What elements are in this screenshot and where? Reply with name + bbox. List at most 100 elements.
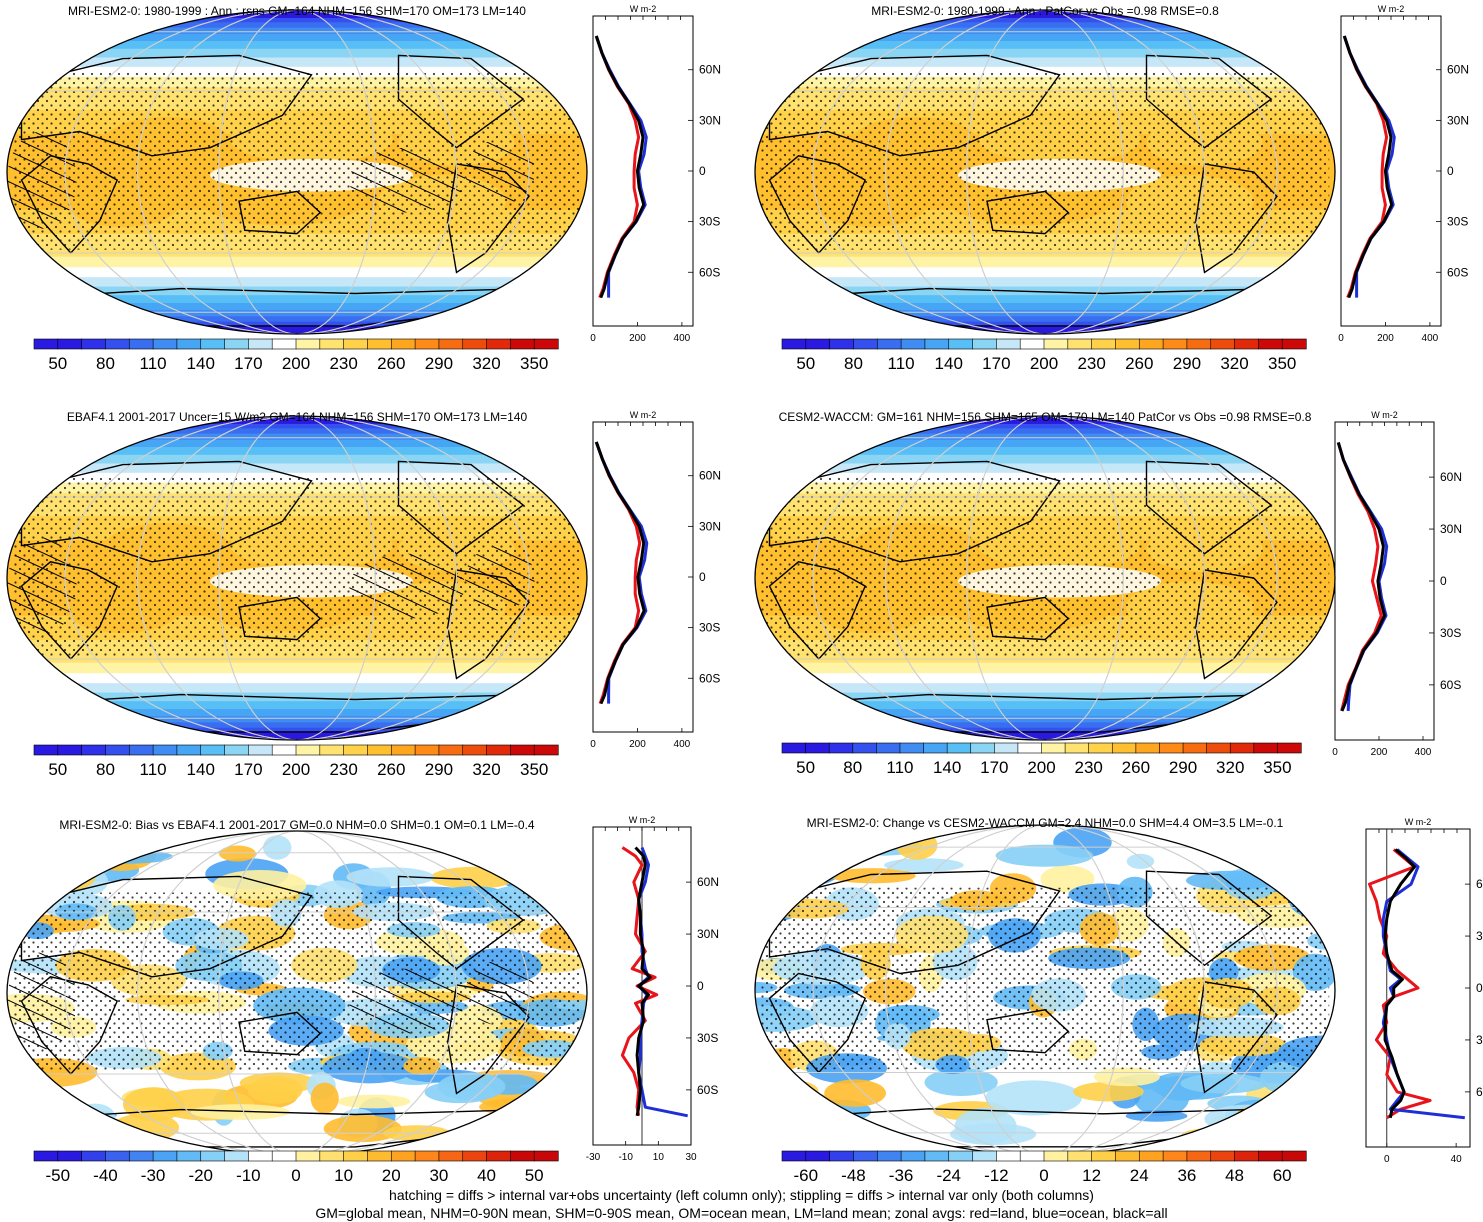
zonal-x-label: 200 [1371, 747, 1388, 758]
field-patch [510, 856, 587, 881]
colorbar-swatch [1138, 338, 1164, 350]
colorbar-swatch [829, 1150, 855, 1162]
zonal-x-label: 0 [1332, 747, 1338, 758]
hatching [349, 968, 466, 1034]
colorbar-tick-label: -48 [841, 1166, 866, 1185]
field-band [755, 417, 1335, 422]
colorbar-swatch [176, 744, 202, 756]
continent-australia [986, 190, 1070, 235]
colorbar-tick-label: 50 [525, 1166, 544, 1185]
colorbar-swatch [1017, 742, 1043, 754]
colorbar-tick-label: -12 [984, 1166, 1009, 1185]
colorbar-swatch [295, 744, 321, 756]
zonal-lat-label: 30N [699, 113, 721, 127]
colorbar-tick-label: 50 [796, 758, 815, 777]
hatching [7, 537, 77, 635]
field-patch [7, 893, 25, 930]
zonal-series-all [1336, 442, 1386, 712]
colorbar-tick-label: 290 [425, 354, 453, 373]
field-patch [1180, 1073, 1268, 1094]
field-patch [523, 836, 587, 873]
colorbar-tick-label: 0 [1039, 1166, 1048, 1185]
field-band [7, 48, 587, 59]
field-band [7, 683, 587, 694]
graticule-meridian [966, 416, 1124, 740]
colorbar-swatch [224, 1150, 249, 1162]
field-patch [824, 1079, 886, 1107]
field-patch [13, 881, 44, 892]
graticule-meridian [64, 10, 530, 334]
map-mri-patcor [755, 10, 1335, 334]
hatching [7, 131, 77, 229]
graticule-meridian [966, 825, 1124, 1155]
colorbar-swatch [438, 1150, 464, 1162]
colorbar-swatch [152, 1150, 178, 1162]
colorbar-swatch [319, 338, 345, 350]
colorbar-swatch [295, 1150, 321, 1162]
colorbar-tick-label: 320 [472, 760, 500, 779]
colorbar-swatch [1019, 1150, 1045, 1162]
field-band [755, 709, 1335, 717]
field-patch [1237, 1106, 1272, 1119]
map-cesm [755, 416, 1335, 740]
colorbar-swatch [876, 1150, 902, 1162]
colorbar-tick-label: 24 [1130, 1166, 1149, 1185]
colorbar-swatch [271, 744, 297, 756]
field-patch [954, 1107, 1017, 1145]
panel-title: EBAF4.1 2001-2017 Uncer=15 W/m2 GM=164 N… [67, 410, 528, 424]
zonal-x-label: 0 [590, 739, 596, 750]
field-band [7, 22, 587, 29]
continent-australia [238, 1011, 322, 1056]
graticule-meridian [137, 10, 457, 334]
footer-line-2: GM=global mean, NHM=0-90N mean, SHM=0-90… [315, 1205, 1168, 1221]
colorbar-swatch [510, 1150, 535, 1162]
zonal-lat-label: 30S [1476, 1033, 1483, 1047]
colorbar-swatch [900, 338, 926, 350]
field-band [7, 417, 587, 422]
colorbar-tick-label: 350 [1268, 354, 1296, 373]
field-patch [755, 837, 805, 871]
zonal-lat-label: 30N [1476, 929, 1483, 943]
graticule-meridian [218, 831, 376, 1155]
continent-australia [238, 596, 322, 641]
continent-africa [20, 976, 119, 1076]
field-band [755, 316, 1335, 323]
stippling [760, 71, 1330, 250]
zonal-lat-label: 60S [697, 1083, 718, 1097]
stippling [760, 477, 1330, 656]
field-band [7, 428, 587, 435]
field-band [755, 329, 1335, 333]
colorbar-swatch [81, 1150, 107, 1162]
colorbar-tick-label: 170 [982, 354, 1010, 373]
colorbar-swatch [248, 338, 273, 350]
colorbar-swatch [829, 338, 855, 350]
field-patch [1204, 1104, 1291, 1134]
colorbar-swatch [1234, 338, 1259, 350]
colorbar-swatch [462, 338, 488, 350]
continent-north-america [1145, 54, 1273, 149]
colorbar-tick-label: 60 [1273, 1166, 1292, 1185]
colorbar-tick-label: 110 [888, 354, 915, 373]
zonal-unit-label: W m-2 [630, 4, 657, 14]
colorbar-swatch [414, 1150, 440, 1162]
colorbar-tick-label: -50 [46, 1166, 71, 1185]
colorbar-tick-label: 12 [1082, 1166, 1101, 1185]
graticule-meridian [64, 416, 530, 740]
graticule-meridian [812, 416, 1278, 740]
field-band [7, 651, 587, 664]
continent-north-america [1145, 460, 1273, 555]
field-band [755, 738, 1335, 740]
colorbar-tick-label: -60 [794, 1166, 819, 1185]
colorbar-tick-label: -40 [93, 1166, 118, 1185]
field-band [7, 446, 587, 456]
field-band [7, 709, 587, 717]
field-patch [337, 1094, 411, 1109]
field-band [7, 662, 587, 674]
continent-eurasia [20, 460, 313, 563]
colorbar-swatch [1043, 1150, 1069, 1162]
zonal-x-label: 0 [1384, 1154, 1390, 1165]
field-patch [766, 853, 842, 887]
zonal-lat-label: 60S [699, 671, 720, 685]
colorbar-swatch [1064, 742, 1090, 754]
